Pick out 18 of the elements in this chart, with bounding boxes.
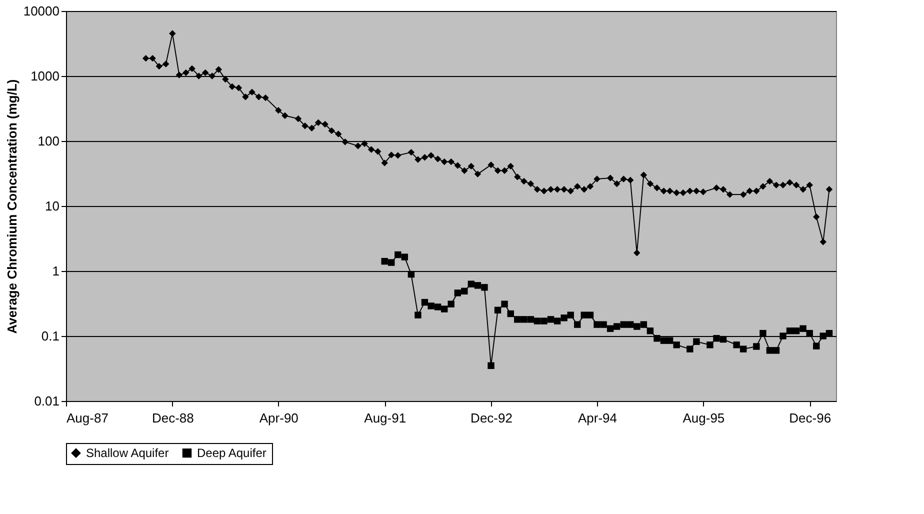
x-tick-label: Aug-95 <box>682 410 725 426</box>
y-tick-label: 1 <box>52 264 60 278</box>
x-tick-label: Apr-94 <box>578 410 618 426</box>
x-tick-label: Dec-92 <box>470 410 512 426</box>
x-tick-label: Dec-88 <box>152 410 194 426</box>
y-tick-label: 1000 <box>30 68 60 84</box>
x-tick-label: Aug-91 <box>364 410 406 426</box>
y-tick-label: 10000 <box>23 4 60 18</box>
x-tick-label: Aug-87 <box>66 410 108 426</box>
y-tick-label: 10 <box>45 198 60 214</box>
legend-label: Deep Aquifer <box>197 446 266 460</box>
y-axis-title: Average Chromium Concentration (mg/L) <box>4 79 20 334</box>
x-tick-label: Dec-96 <box>789 410 832 426</box>
y-tick-label: 0.1 <box>41 328 60 344</box>
legend-label: Shallow Aquifer <box>86 446 169 460</box>
y-tick-label: 100 <box>38 134 60 148</box>
x-tick-label: Apr-90 <box>259 410 298 426</box>
y-tick-label: 0.01 <box>34 394 60 408</box>
